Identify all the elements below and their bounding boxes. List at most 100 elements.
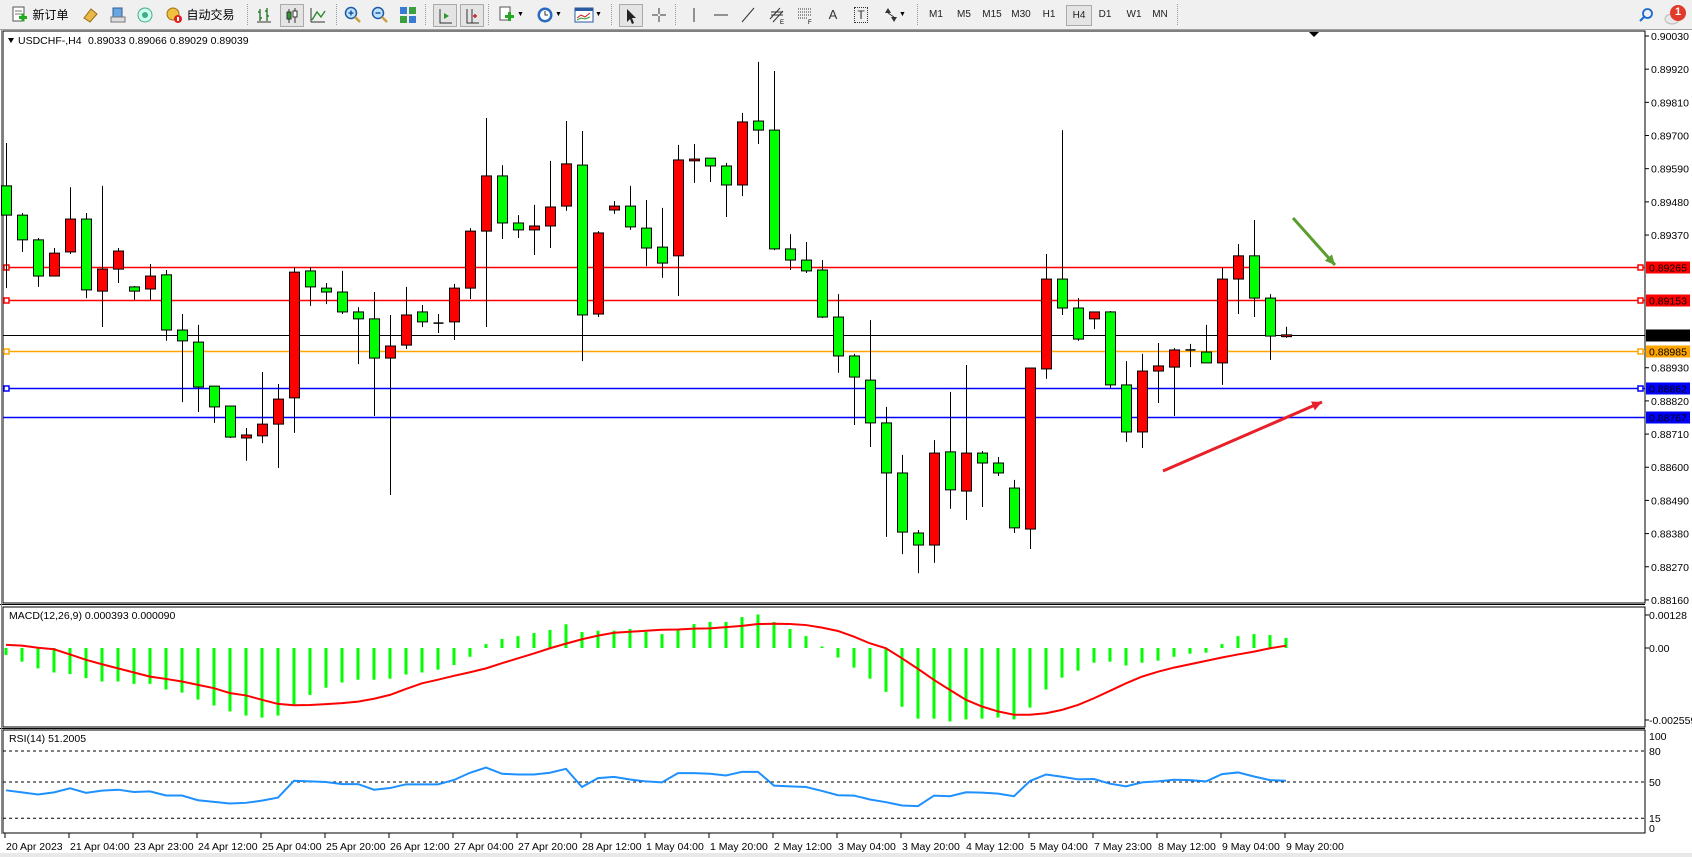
toolbar: 新订单 自动交易 ▼ ▼ ▼ E F A T ▼ 1 M1 M5 M15 M30 H1 H… <box>0 0 1692 30</box>
periods-button[interactable]: ▼ <box>534 4 564 25</box>
channel-tool-button[interactable]: E <box>767 4 787 25</box>
candle <box>65 187 76 255</box>
horizontal-line-tool-button[interactable] <box>711 4 731 25</box>
candle-body <box>401 314 412 346</box>
level-anchor-handle[interactable] <box>3 385 10 392</box>
zoom-out-button[interactable] <box>370 4 390 25</box>
line-chart-button[interactable] <box>308 4 328 25</box>
timeframe-mn-button[interactable]: MN <box>1152 9 1168 20</box>
price-tick-label: 0.89480 <box>1651 197 1689 209</box>
auto-scroll-button[interactable] <box>433 4 457 27</box>
candle-body <box>1041 278 1052 370</box>
candle-body <box>145 275 156 290</box>
candlestick-chart-button[interactable] <box>280 4 304 27</box>
timeframe-m1-button[interactable]: M1 <box>929 9 943 20</box>
level-anchor-handle[interactable] <box>1637 297 1644 304</box>
trendline-tool-button[interactable] <box>738 4 758 25</box>
price-chart[interactable]: USDCHF-,H4 0.89033 0.89066 0.89029 0.8903… <box>0 30 1692 857</box>
time-tick-label: 7 May 23:00 <box>1094 841 1152 853</box>
notifications-button[interactable]: 1 <box>1662 4 1688 25</box>
timeframe-d1-button[interactable]: D1 <box>1098 9 1112 20</box>
candle-body <box>593 232 604 315</box>
candle <box>1121 361 1132 442</box>
candle <box>1025 367 1036 549</box>
rsi-label: RSI(14) 51.2005 <box>9 733 86 745</box>
tile-windows-button[interactable] <box>398 4 418 25</box>
toolbar-separator <box>675 4 677 25</box>
macd-histogram-bar <box>1140 648 1144 663</box>
vertical-line-icon <box>693 7 695 22</box>
candle-body <box>753 120 764 131</box>
level-anchor-handle[interactable] <box>1637 264 1644 271</box>
level-anchor-handle[interactable] <box>1637 348 1644 355</box>
chevron-down-icon: ▼ <box>595 11 602 18</box>
price-tick-label: 0.89370 <box>1651 230 1689 242</box>
candle-body <box>1233 255 1244 280</box>
macd-histogram-bar <box>1188 648 1192 654</box>
level-anchor-handle[interactable] <box>3 297 10 304</box>
vertical-line-tool-button[interactable] <box>684 4 704 25</box>
candle-body <box>81 218 92 291</box>
arrow-head-icon <box>1311 401 1322 411</box>
terminal-button[interactable] <box>135 4 155 25</box>
candle-body <box>193 341 204 388</box>
macd-histogram-bar <box>260 648 264 718</box>
timeframe-w1-button[interactable]: W1 <box>1126 9 1142 20</box>
candle-body <box>1009 487 1020 529</box>
navigator-button[interactable] <box>108 4 128 25</box>
timeframe-h1-button[interactable]: H1 <box>1042 9 1056 20</box>
new-order-button[interactable]: 新订单 <box>8 4 72 25</box>
time-tick-label: 26 Apr 12:00 <box>390 841 450 853</box>
candle-body <box>625 205 636 228</box>
time-tick-label: 8 May 12:00 <box>1158 841 1216 853</box>
level-anchor-handle[interactable] <box>3 348 10 355</box>
price-level-badge <box>1646 294 1690 307</box>
zoom-in-button[interactable] <box>343 4 363 25</box>
cursor-tool-button[interactable] <box>619 4 643 27</box>
fibonacci-tool-button[interactable]: F <box>795 4 815 25</box>
time-tick-label: 24 Apr 12:00 <box>198 841 258 853</box>
macd-histogram-bar <box>1236 636 1240 648</box>
macd-histogram-bar <box>1172 648 1176 657</box>
templates-button[interactable]: ▼ <box>572 4 604 25</box>
candle <box>929 440 940 563</box>
auto-trading-button[interactable]: 自动交易 <box>162 4 238 25</box>
candle-body <box>1249 255 1260 299</box>
candle <box>161 270 172 341</box>
time-tick-label: 27 Apr 04:00 <box>454 841 514 853</box>
crosshair-tool-button[interactable] <box>649 4 669 25</box>
macd-panel <box>2 606 1646 728</box>
equidistant-channel-icon: E <box>769 7 784 24</box>
timeframe-m15-button[interactable]: M15 <box>982 9 1002 20</box>
market-watch-button[interactable] <box>80 4 100 25</box>
search-button[interactable] <box>1636 4 1656 25</box>
macd-histogram-bar <box>596 630 600 648</box>
macd-histogram-bar <box>692 624 696 648</box>
search-icon <box>1639 7 1653 22</box>
indicators-button[interactable]: ▼ <box>496 4 526 25</box>
chevron-down-icon: ▼ <box>555 11 562 18</box>
macd-histogram-bar <box>36 648 40 669</box>
candle-body <box>801 259 812 272</box>
timeframe-h4-button[interactable]: H4 <box>1066 5 1092 26</box>
macd-histogram-bar <box>1284 637 1288 648</box>
text-label-tool-button[interactable]: T <box>851 4 871 25</box>
chart-window[interactable]: USDCHF-,H4 0.89033 0.89066 0.89029 0.8903… <box>0 30 1692 857</box>
level-anchor-handle[interactable] <box>1637 385 1644 392</box>
candle-body <box>481 175 492 232</box>
timeframe-m5-button[interactable]: M5 <box>957 9 971 20</box>
price-level-badge <box>1646 382 1690 395</box>
candle <box>1137 353 1148 448</box>
text-tool-button[interactable]: A <box>823 4 843 25</box>
timeframe-m30-button[interactable]: M30 <box>1011 9 1031 20</box>
new-order-icon <box>12 6 28 21</box>
arrows-tool-button[interactable]: ▼ <box>879 4 911 25</box>
candle <box>49 248 60 277</box>
macd-histogram-bar <box>228 648 232 712</box>
chart-shift-button[interactable] <box>460 4 484 27</box>
bar-chart-button[interactable] <box>254 4 274 25</box>
new-order-label: 新订单 <box>32 8 69 22</box>
price-tick-label: 0.89700 <box>1651 131 1689 143</box>
toolbar-separator <box>917 4 919 25</box>
candle-body <box>17 214 28 241</box>
